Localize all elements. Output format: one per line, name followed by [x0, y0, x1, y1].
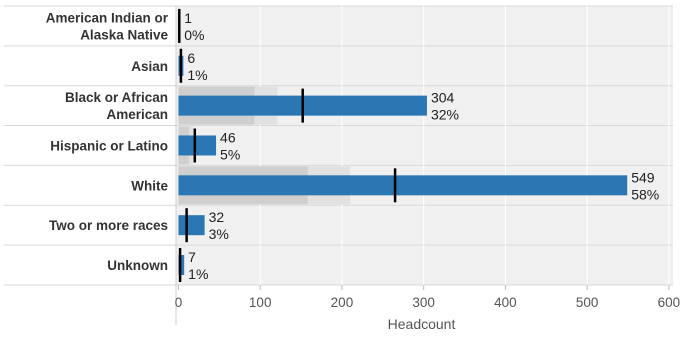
category-label: White [131, 178, 168, 193]
plot-background [4, 5, 673, 325]
value-label: 1 [184, 10, 192, 26]
bar [178, 135, 217, 156]
bars [178, 15, 628, 276]
value-label: 6 [187, 50, 195, 66]
category-label: Unknown [107, 258, 168, 273]
x-tick-label: 600 [658, 295, 681, 310]
value-label: 549 [631, 169, 655, 185]
category-labels: American Indian or Alaska Native Asian Blac… [46, 10, 169, 273]
row-background [176, 6, 673, 46]
category-label: American [106, 107, 168, 122]
row-background [176, 205, 673, 246]
category-label: Asian [131, 59, 168, 74]
value-label: 46 [220, 129, 236, 145]
value-label: 32 [209, 209, 225, 225]
percent-label: 1% [187, 67, 207, 83]
x-tick-label: 300 [412, 295, 435, 310]
category-label: Two or more races [49, 218, 168, 233]
row-background [176, 245, 673, 285]
percent-label: 32% [431, 107, 459, 123]
percent-label: 58% [631, 186, 659, 202]
value-label: 304 [431, 90, 455, 106]
x-tick-label: 400 [494, 295, 517, 310]
category-label: Alaska Native [80, 27, 168, 42]
x-tick-label: 0 [175, 295, 183, 310]
row-background [176, 125, 673, 166]
x-tick-label: 500 [576, 295, 599, 310]
x-tick-label: 200 [331, 295, 354, 310]
percent-label: 1% [188, 266, 208, 282]
row-background [176, 45, 673, 86]
x-axis: 0 100 200 300 400 500 600 Headcount [175, 284, 681, 332]
value-label: 7 [188, 249, 196, 265]
percent-label: 3% [209, 226, 229, 242]
reference-marks [178, 8, 397, 283]
category-label: Black or African [65, 90, 168, 105]
percent-label: 0% [184, 27, 204, 43]
gridlines [259, 6, 670, 285]
bar [178, 175, 628, 196]
bar [178, 215, 205, 236]
percent-label: 5% [220, 146, 240, 162]
category-label: Hispanic or Latino [50, 138, 168, 153]
x-axis-title: Headcount [388, 316, 456, 332]
category-label: American Indian or [46, 10, 169, 25]
x-tick-label: 100 [249, 295, 272, 310]
